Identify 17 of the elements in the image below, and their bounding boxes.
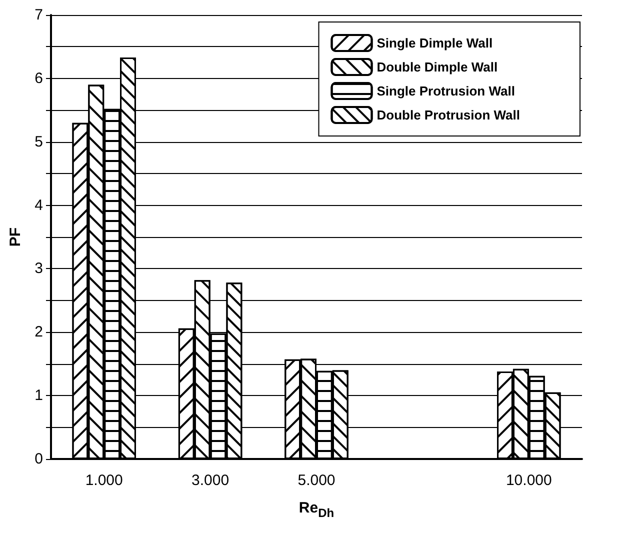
y-tick-label: 5 <box>34 133 43 150</box>
legend-label: Double Dimple Wall <box>376 60 498 74</box>
y-tick-label: 1 <box>34 387 43 404</box>
y-tick-label: 6 <box>34 70 43 87</box>
x-tick-label: 3.000 <box>192 472 230 489</box>
legend-label: Single Dimple Wall <box>376 36 493 50</box>
legend-label: Single Protrusion Wall <box>376 84 515 98</box>
x-tick-label: 5.000 <box>298 472 336 489</box>
y-tick-label: 0 <box>34 450 43 468</box>
x-tick-label: 10.000 <box>506 472 552 489</box>
y-tick-label: 7 <box>34 6 43 24</box>
y-tick-label: 2 <box>34 324 43 341</box>
y-tick-label: 4 <box>34 196 43 214</box>
legend-label: Double Protrusion Wall <box>376 108 520 122</box>
y-axis-title: PF <box>7 227 24 247</box>
x-tick-label: 1.000 <box>85 472 123 489</box>
y-tick-label: 3 <box>34 260 43 278</box>
